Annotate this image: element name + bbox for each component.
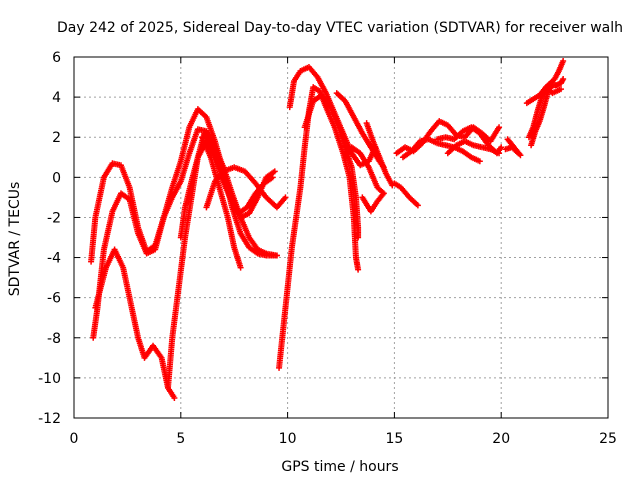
data-point [273,252,280,259]
axis-ticks: 0 5 10 15 20 25 -12 -10 -8 -6 -4 -2 0 2 4 6 [38,50,617,447]
data-point [171,394,178,401]
series-sat-o [391,180,421,209]
data-point [496,124,503,131]
data-point [496,150,503,157]
data-point [271,168,278,175]
data-point [282,194,289,201]
series-sat-s [444,138,503,157]
data-point [237,264,244,271]
data-point [517,152,524,159]
x-axis-label: GPS time / hours [281,459,398,475]
y-tick-label: -2 [47,210,61,226]
x-tick-label: 5 [176,431,185,447]
x-tick-label: 10 [279,431,297,447]
y-tick-label: 6 [52,50,61,66]
series-sat-g [203,164,289,211]
y-tick-label: -12 [38,411,61,427]
data-point [560,76,567,83]
y-tick-label: 2 [52,130,61,146]
series-sat-q [399,136,483,165]
data-point [558,86,565,93]
y-tick-label: -6 [47,291,61,307]
y-tick-label: 0 [52,170,61,186]
plot-frame [73,56,609,419]
data-point [414,202,421,209]
y-tick-label: 4 [52,90,61,106]
x-tick-label: 20 [492,431,510,447]
x-tick-label: 0 [70,431,79,447]
series-sat-x [523,84,565,107]
series-sat-u [504,136,524,159]
y-tick-label: -8 [47,331,61,347]
x-tick-label: 15 [385,431,403,447]
data-points [88,58,567,401]
series-sat-f [199,134,244,271]
data-point [355,234,362,241]
y-axis-label: SDTVAR / TECUs [7,182,23,297]
data-point [498,144,505,151]
series-sat-j [301,92,362,241]
data-point [380,190,387,197]
series-sat-n [363,120,396,189]
y-tick-label: -4 [47,251,61,267]
series-sat-h [276,84,362,371]
data-point [476,158,483,165]
x-tick-label: 25 [599,431,617,447]
y-tick-label: -10 [38,371,61,387]
data-point [560,58,567,65]
series-sat-c [92,246,178,401]
data-point [355,266,362,273]
series-sat-m [359,190,387,215]
chart-title: Day 242 of 2025, Sidereal Day-to-day VTE… [57,20,623,36]
